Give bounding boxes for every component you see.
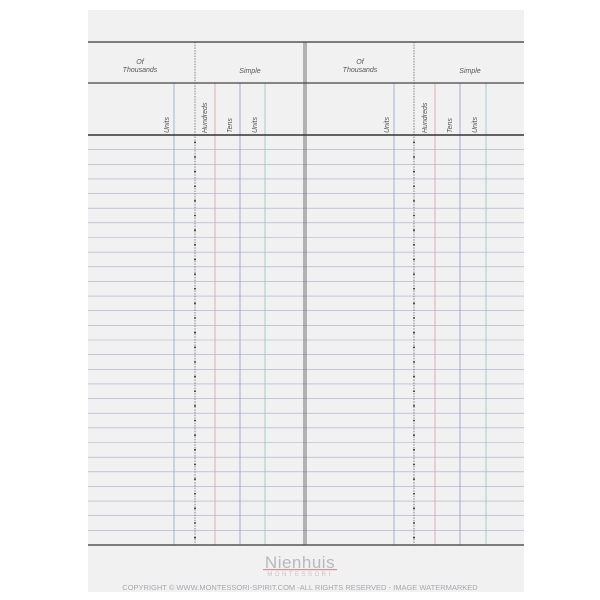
decimal-dot xyxy=(194,229,196,232)
decimal-dot xyxy=(413,390,415,393)
decimal-dot xyxy=(194,492,196,495)
col-hundreds-left: Hundreds xyxy=(202,102,209,133)
decimal-dot xyxy=(413,287,415,290)
decimal-dot xyxy=(194,214,196,217)
decimal-dot xyxy=(194,156,196,158)
decimal-dot xyxy=(413,375,415,378)
col-tens-left: Tens xyxy=(227,118,234,133)
decimal-dot xyxy=(413,302,415,305)
copyright-watermark: COPYRIGHT © WWW.MONTESSORI-SPIRIT.COM -A… xyxy=(122,583,478,592)
decimal-dot xyxy=(194,536,196,539)
right-simple-header: Simple xyxy=(459,68,481,75)
col-units-left: Units xyxy=(252,117,259,133)
col-hundreds-right: Hundreds xyxy=(422,102,429,133)
decimal-dot xyxy=(413,273,415,276)
decimal-dot xyxy=(194,390,196,393)
decimal-dot xyxy=(194,507,196,510)
decimal-dot xyxy=(194,302,196,305)
decimal-dot xyxy=(413,361,415,363)
decimal-dot xyxy=(413,156,415,158)
col-units-thousands-right: Units xyxy=(384,117,391,133)
header-thousands: Thousands xyxy=(342,67,378,74)
right-of-thousands-header: Of Thousands xyxy=(320,59,400,75)
decimal-dot xyxy=(413,185,415,188)
col-tens-right: Tens xyxy=(447,118,454,133)
decimal-dot xyxy=(194,478,196,481)
logo-underline xyxy=(263,569,337,571)
decimal-dot xyxy=(194,404,196,407)
decimal-dot xyxy=(194,331,196,334)
decimal-dot xyxy=(413,536,415,539)
decimal-dot xyxy=(413,434,415,437)
decimal-dot xyxy=(413,317,415,319)
decimal-dot xyxy=(413,258,415,261)
decimal-dot xyxy=(413,522,415,524)
decimal-dot xyxy=(413,199,415,202)
decimal-dot xyxy=(194,522,196,524)
logo-subtitle: MONTESSORI xyxy=(267,572,333,578)
decimal-dot xyxy=(413,419,415,422)
header-of: Of xyxy=(356,59,364,66)
decimal-dot xyxy=(194,273,196,276)
decimal-dot xyxy=(413,170,415,173)
decimal-dot xyxy=(194,287,196,290)
decimal-dot xyxy=(194,243,196,246)
decimal-dot xyxy=(194,199,196,202)
col-units-thousands-left: Units xyxy=(164,117,171,133)
decimal-dot xyxy=(413,448,415,451)
decimal-dot xyxy=(194,317,196,319)
decimal-dot xyxy=(413,331,415,334)
decimal-dot xyxy=(194,361,196,363)
decimal-dot xyxy=(413,214,415,217)
nienhuis-logo: Nienhuis xyxy=(264,553,336,572)
decimal-dot xyxy=(194,463,196,466)
decimal-dot xyxy=(194,448,196,451)
decimal-dot xyxy=(194,170,196,173)
decimal-dot xyxy=(413,243,415,246)
decimal-dot xyxy=(413,346,415,349)
decimal-dot xyxy=(194,258,196,261)
left-of-thousands-header: Of Thousands xyxy=(100,59,180,75)
decimal-dot xyxy=(413,492,415,495)
decimal-dot xyxy=(413,229,415,232)
decimal-dot xyxy=(194,141,196,144)
header-thousands: Thousands xyxy=(122,67,158,74)
decimal-dot xyxy=(413,141,415,144)
decimal-dot xyxy=(194,419,196,422)
decimal-dot xyxy=(413,404,415,407)
header-of: Of xyxy=(136,59,144,66)
decimal-dot xyxy=(194,346,196,349)
decimal-dot xyxy=(413,478,415,481)
decimal-dot xyxy=(413,463,415,466)
col-units-right: Units xyxy=(472,117,479,133)
decimal-dot xyxy=(194,434,196,437)
decimal-dot xyxy=(413,507,415,510)
decimal-dot xyxy=(194,375,196,378)
left-simple-header: Simple xyxy=(239,68,261,75)
decimal-dot xyxy=(194,185,196,188)
